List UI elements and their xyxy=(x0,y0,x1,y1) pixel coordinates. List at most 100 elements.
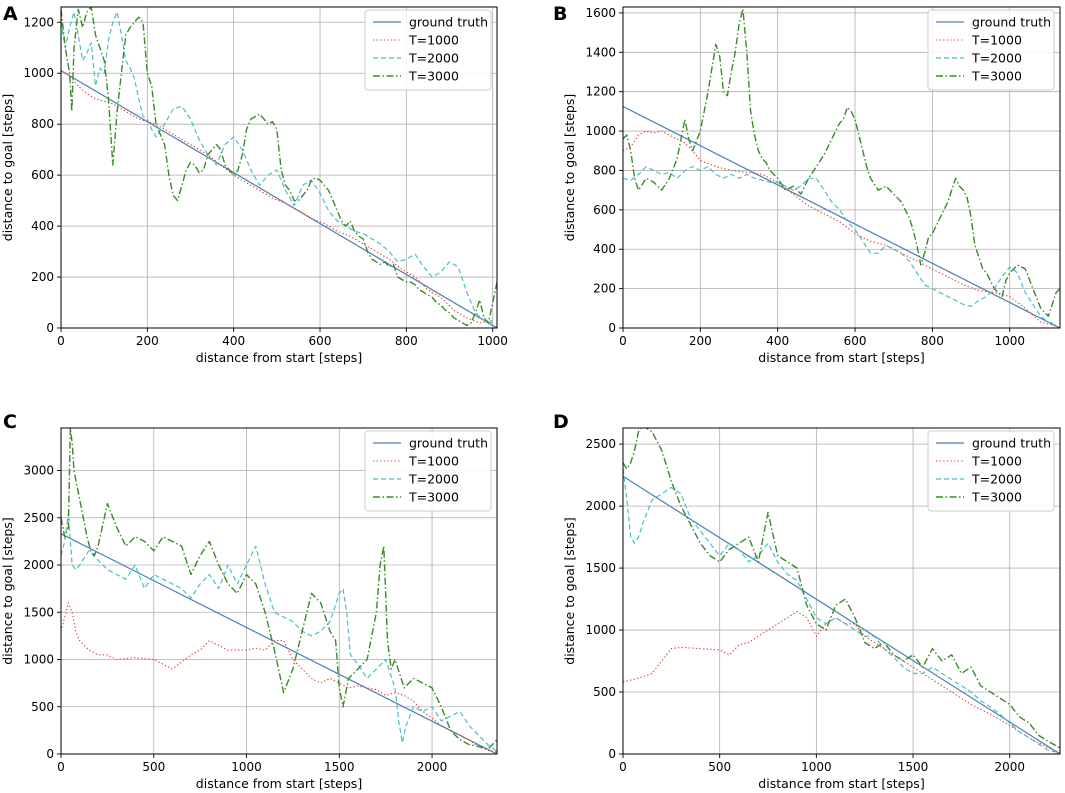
series-group xyxy=(623,8,1060,328)
legend-label: T=2000 xyxy=(971,51,1022,66)
chart-panel-c: 0 500 1000 1500 2000 0 500 1000 1500 2000 2500 3000… xyxy=(0,411,498,791)
y-tick-label: 600 xyxy=(593,203,616,217)
series-line-t1000 xyxy=(61,602,497,753)
y-tick-label: 2500 xyxy=(585,437,616,451)
series-line-t3000 xyxy=(61,7,497,327)
y-tick-label: 1000 xyxy=(23,66,54,80)
x-tick-label: 800 xyxy=(921,334,944,348)
x-tick-label: 500 xyxy=(708,760,731,774)
y-tick-label: 200 xyxy=(31,270,54,284)
legend-box xyxy=(927,430,1055,512)
x-tick-label: 0 xyxy=(619,760,627,774)
x-tick-label: 0 xyxy=(57,760,65,774)
legend-label: T=1000 xyxy=(408,454,459,469)
x-tick-label: 200 xyxy=(136,334,159,348)
x-tick-label: 500 xyxy=(142,760,165,774)
legend-label: T=1000 xyxy=(971,454,1022,469)
x-tick-label: 1000 xyxy=(231,760,262,774)
series-line-t2000 xyxy=(61,11,493,324)
series-line-t2000 xyxy=(623,468,1060,754)
series-line-ground-truth xyxy=(61,70,497,328)
axes-frame xyxy=(60,6,498,329)
chart-panel-d: 0 500 1000 1500 2000 0 500 1000 1500 2000 2500 dist… xyxy=(553,411,1061,791)
x-tick-label: 1500 xyxy=(898,760,929,774)
series-line-t3000 xyxy=(623,428,1060,749)
y-tick-label: 1600 xyxy=(585,6,616,20)
series-line-ground-truth xyxy=(61,533,497,754)
legend-label: ground truth xyxy=(409,436,488,451)
series-group xyxy=(623,428,1060,754)
axes-frame xyxy=(622,6,1061,329)
panel-letter: B xyxy=(553,3,567,25)
y-tick-label: 200 xyxy=(593,282,616,296)
panel-letter: A xyxy=(3,3,18,25)
legend-label: T=3000 xyxy=(408,490,459,505)
y-tick-label: 500 xyxy=(593,685,616,699)
series-line-t2000 xyxy=(61,512,497,752)
legend-label: ground truth xyxy=(972,15,1051,30)
series-line-t1000 xyxy=(623,610,1060,754)
y-tick-label: 3000 xyxy=(23,464,54,478)
legend-box xyxy=(927,9,1055,91)
y-tick-label: 1400 xyxy=(585,45,616,59)
x-tick-label: 600 xyxy=(844,334,867,348)
y-tick-label: 2500 xyxy=(23,511,54,525)
x-tick-label: 400 xyxy=(222,334,245,348)
x-axis-label: distance from start [steps] xyxy=(758,776,924,791)
legend-label: T=2000 xyxy=(408,51,459,66)
y-tick-label: 1200 xyxy=(585,85,616,99)
legend-label: T=3000 xyxy=(971,490,1022,505)
y-tick-label: 1200 xyxy=(23,15,54,29)
y-tick-label: 500 xyxy=(31,700,54,714)
legend-label: T=1000 xyxy=(408,33,459,48)
x-tick-label: 400 xyxy=(766,334,789,348)
y-tick-label: 1000 xyxy=(23,653,54,667)
x-tick-label: 0 xyxy=(57,334,65,348)
legend-label: ground truth xyxy=(972,436,1051,451)
y-tick-label: 1000 xyxy=(585,124,616,138)
legend-label: T=2000 xyxy=(971,472,1022,487)
axes-frame xyxy=(622,427,1061,755)
legend: ground truth T=1000 T=2000 T=3000 xyxy=(927,430,1055,512)
series-group xyxy=(61,7,497,328)
x-tick-label: 0 xyxy=(619,334,627,348)
y-tick-label: 0 xyxy=(46,321,54,335)
y-tick-label: 400 xyxy=(593,242,616,256)
x-tick-label: 2000 xyxy=(417,760,448,774)
series-line-t1000 xyxy=(623,130,1057,327)
y-tick-label: 400 xyxy=(31,219,54,233)
panel-letter: C xyxy=(3,411,17,433)
y-tick-label: 1500 xyxy=(585,561,616,575)
chart-panel-b: 0 200 400 600 800 1000 0 200 400 600 800 1000 1200 14… xyxy=(553,3,1061,365)
legend-label: ground truth xyxy=(409,15,488,30)
x-tick-label: 1000 xyxy=(994,334,1025,348)
legend-label: T=3000 xyxy=(408,69,459,84)
y-axis-label: distance to goal [steps] xyxy=(562,517,577,664)
legend: ground truth T=1000 T=2000 T=3000 xyxy=(364,9,492,91)
x-tick-label: 800 xyxy=(395,334,418,348)
series-line-t2000 xyxy=(623,165,1057,325)
series-line-t3000 xyxy=(623,8,1060,317)
legend: ground truth T=1000 T=2000 T=3000 xyxy=(364,430,492,512)
series-line-ground-truth xyxy=(623,475,1060,754)
x-axis-label: distance from start [steps] xyxy=(196,350,362,365)
panel-letter: D xyxy=(553,411,569,433)
legend-box xyxy=(364,430,492,512)
legend: ground truth T=1000 T=2000 T=3000 xyxy=(927,9,1055,91)
legend-label: T=1000 xyxy=(971,33,1022,48)
x-tick-label: 1000 xyxy=(801,760,832,774)
series-line-ground-truth xyxy=(623,105,1060,328)
x-axis-label: distance from start [steps] xyxy=(758,350,924,365)
x-tick-label: 200 xyxy=(689,334,712,348)
y-tick-label: 2000 xyxy=(585,499,616,513)
chart-panel-a: 0 200 400 600 800 1000 0 200 400 600 800 1000 1200 di… xyxy=(0,3,508,365)
y-tick-label: 600 xyxy=(31,168,54,182)
y-tick-label: 2000 xyxy=(23,558,54,572)
legend-label: T=2000 xyxy=(408,472,459,487)
y-axis-label: distance to goal [steps] xyxy=(0,94,15,241)
y-tick-label: 800 xyxy=(593,163,616,177)
x-tick-label: 1500 xyxy=(324,760,355,774)
y-tick-label: 0 xyxy=(46,747,54,761)
y-tick-label: 800 xyxy=(31,117,54,131)
x-tick-label: 2000 xyxy=(994,760,1025,774)
